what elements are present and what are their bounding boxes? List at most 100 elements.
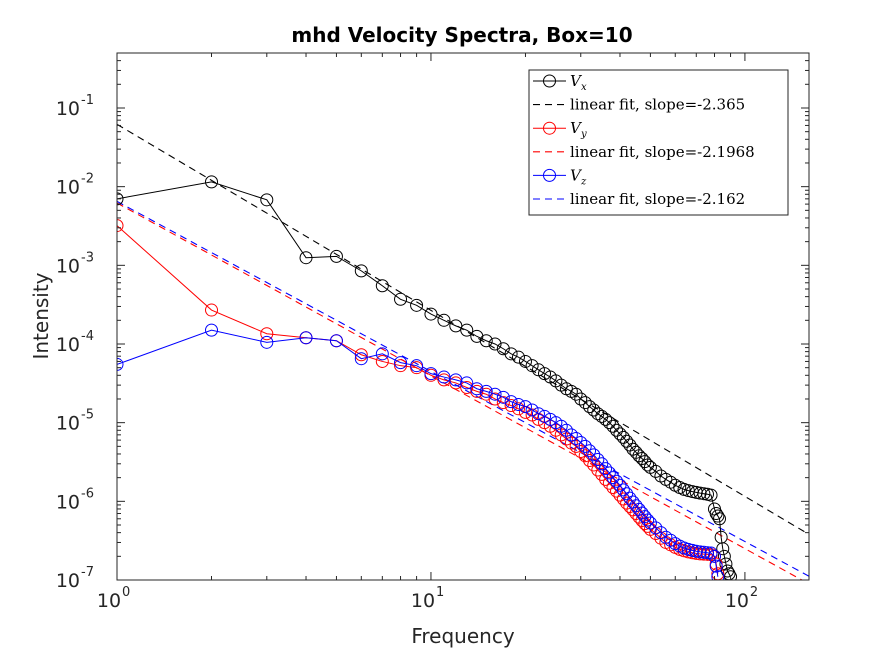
- data-point-x: [410, 298, 424, 312]
- y-tick-label: 10: [56, 413, 80, 435]
- legend-label-subscript: x: [581, 82, 587, 93]
- data-point-z: [709, 559, 723, 573]
- data-point-z: [538, 409, 552, 423]
- data-point-z: [606, 471, 620, 485]
- data-point-z: [424, 367, 438, 381]
- data-point-z: [437, 370, 451, 384]
- series-z: [117, 323, 725, 580]
- y-tick-label: 10: [56, 570, 80, 592]
- x-tick-labels: 10 0 10 1 10 2: [97, 585, 758, 612]
- data-point-x: [424, 307, 438, 321]
- legend-marker: [543, 121, 556, 135]
- legend-label: linear fit, slope=-2.1968: [570, 143, 755, 161]
- data-point-y: [554, 428, 568, 442]
- data-point-x: [616, 430, 630, 444]
- data-point-z: [479, 384, 493, 398]
- data-point-x: [574, 392, 588, 406]
- data-point-z: [641, 513, 655, 527]
- data-point-x: [711, 509, 725, 523]
- data-point-x: [205, 175, 219, 189]
- fit-lines: [117, 123, 809, 580]
- data-point-z: [591, 453, 605, 467]
- plot-frame: [116, 52, 810, 581]
- data-point-z: [559, 423, 573, 437]
- data-point-z: [587, 448, 601, 462]
- data-point-y: [511, 402, 525, 416]
- data-point-z: [554, 419, 568, 433]
- data-point-z: [496, 390, 510, 404]
- data-series: [117, 175, 738, 580]
- data-point-z: [654, 526, 668, 540]
- data-point-x: [496, 342, 510, 356]
- data-point-z: [569, 431, 583, 445]
- data-point-z: [375, 347, 389, 361]
- data-point-z: [574, 435, 588, 449]
- data-point-x: [329, 249, 343, 263]
- data-point-z: [700, 546, 714, 560]
- data-point-y: [260, 327, 274, 341]
- data-point-z: [518, 400, 532, 414]
- data-point-z: [599, 462, 613, 476]
- legend-label: V: [570, 119, 583, 137]
- data-point-y: [559, 432, 573, 446]
- y-tick-label: 10: [56, 98, 80, 120]
- data-point-z: [117, 357, 124, 371]
- axis-ticks: [116, 52, 809, 581]
- data-point-x: [518, 354, 532, 368]
- x-axis-label: Frequency: [411, 624, 514, 648]
- data-point-x: [437, 313, 451, 327]
- legend-label: V: [570, 72, 583, 90]
- data-point-y: [606, 480, 620, 494]
- legend-label-subscript: y: [580, 129, 587, 140]
- data-point-x: [610, 423, 624, 437]
- data-point-y: [117, 219, 124, 233]
- data-point-y: [449, 376, 463, 390]
- x-tick-exponent: 1: [436, 585, 444, 600]
- data-point-y: [599, 472, 613, 486]
- data-point-z: [410, 359, 424, 373]
- data-point-x: [299, 251, 313, 265]
- legend-entry-fit: linear fit, slope=-2.1968: [533, 143, 755, 161]
- data-point-x: [460, 323, 474, 337]
- data-point-x: [613, 427, 627, 441]
- data-point-z: [470, 382, 484, 396]
- data-point-y: [375, 354, 389, 368]
- y-tick-exponent: -2: [81, 172, 94, 187]
- x-tick-exponent: 0: [122, 585, 130, 600]
- legend-label-subscript: z: [580, 176, 587, 187]
- data-point-z: [610, 474, 624, 488]
- data-point-z: [564, 428, 578, 442]
- data-point-y: [578, 449, 592, 463]
- x-tick-label: 10: [725, 590, 749, 612]
- data-point-z: [649, 521, 663, 535]
- legend-label: V: [570, 166, 583, 184]
- data-point-x: [449, 319, 463, 333]
- data-point-y: [394, 359, 408, 373]
- data-point-x: [260, 193, 274, 207]
- legend-box: [528, 69, 789, 216]
- data-point-z: [693, 545, 707, 559]
- data-point-z: [354, 352, 368, 366]
- data-point-x: [504, 347, 518, 361]
- y-tick-exponent: -7: [81, 565, 94, 580]
- data-point-z: [488, 387, 502, 401]
- data-point-z: [260, 335, 274, 349]
- data-point-z: [643, 516, 657, 530]
- data-point-x: [716, 542, 730, 556]
- data-point-x: [704, 488, 718, 502]
- data-point-x: [479, 334, 493, 348]
- data-point-z: [707, 549, 721, 563]
- data-point-y: [569, 439, 583, 453]
- data-point-x: [375, 279, 389, 293]
- data-point-y: [504, 399, 518, 413]
- data-point-z: [620, 487, 634, 501]
- legend-marker: [543, 168, 556, 182]
- data-point-z: [704, 546, 718, 560]
- data-point-z: [205, 323, 219, 337]
- y-tick-label: 10: [56, 177, 80, 199]
